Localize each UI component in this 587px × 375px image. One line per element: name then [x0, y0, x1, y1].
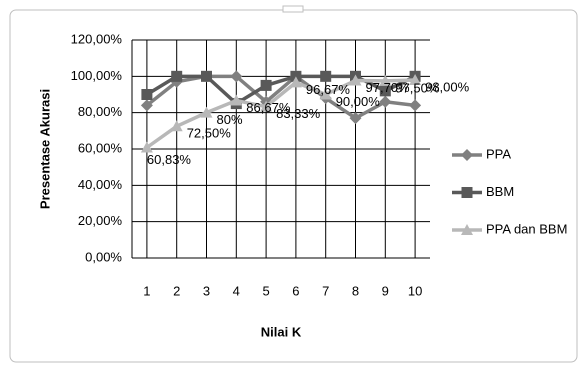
data-point [320, 70, 332, 82]
y-tick-label: 80,00% [78, 104, 123, 119]
data-point [201, 70, 212, 82]
data-label: 72,50% [187, 126, 232, 141]
x-tick-label: 4 [233, 283, 240, 298]
data-point [379, 74, 392, 86]
x-tick-label: 7 [322, 283, 329, 298]
legend-marker [461, 187, 473, 198]
data-point [171, 70, 183, 82]
data-point [379, 95, 392, 108]
data-point [409, 73, 422, 85]
x-tick-label: 10 [408, 283, 422, 298]
x-axis-label: Nilai K [261, 324, 302, 339]
legend-marker [461, 149, 473, 161]
y-tick-label: 20,00% [78, 213, 123, 228]
resize-grip [282, 5, 304, 13]
y-tick-label: 120,00% [71, 31, 123, 46]
data-label: 83,33% [276, 106, 321, 121]
data-point [289, 76, 302, 88]
data-point [200, 106, 213, 118]
data-label: 98,00% [425, 79, 470, 94]
y-tick-label: 60,00% [78, 140, 123, 155]
series-line [145, 74, 416, 121]
data-point [260, 100, 273, 112]
data-label: 80% [217, 112, 243, 127]
data-point [260, 79, 272, 91]
data-point [409, 99, 422, 112]
legend-label: PPA [486, 146, 511, 161]
data-point [140, 99, 153, 112]
y-tick-label: 40,00% [78, 177, 123, 192]
data-point [379, 85, 391, 97]
legend-label: PPA dan BBM [486, 221, 567, 236]
x-tick-label: 5 [262, 283, 269, 298]
data-point [230, 94, 243, 106]
data-point [140, 141, 153, 153]
data-label: 86,67% [246, 100, 291, 115]
x-tick-label: 3 [203, 283, 210, 298]
x-tick-label: 6 [292, 283, 299, 298]
x-tick-label: 9 [382, 283, 389, 298]
legend-marker [461, 224, 473, 235]
data-point [349, 74, 362, 86]
data-point [290, 70, 302, 82]
data-point [170, 120, 183, 132]
data-label: 60,83% [147, 152, 192, 167]
data-label: 97,70% [366, 80, 411, 95]
legend-label: BBM [486, 184, 514, 199]
series-line [145, 74, 416, 106]
data-point [319, 88, 332, 100]
x-tick-label: 1 [143, 283, 150, 298]
y-tick-label: 0,00% [85, 249, 122, 264]
data-point [141, 89, 153, 100]
y-axis-label: Presentase Akurasi [37, 89, 52, 209]
data-label: 96,67% [306, 82, 351, 97]
y-tick-label: 100,00% [71, 68, 123, 83]
data-point [230, 70, 243, 83]
data-point [349, 112, 362, 125]
x-tick-label: 8 [352, 283, 359, 298]
data-label: 90,00% [336, 94, 381, 109]
x-tick-label: 2 [173, 283, 180, 298]
series-line [145, 78, 416, 149]
data-label: 97,50% [395, 80, 440, 95]
